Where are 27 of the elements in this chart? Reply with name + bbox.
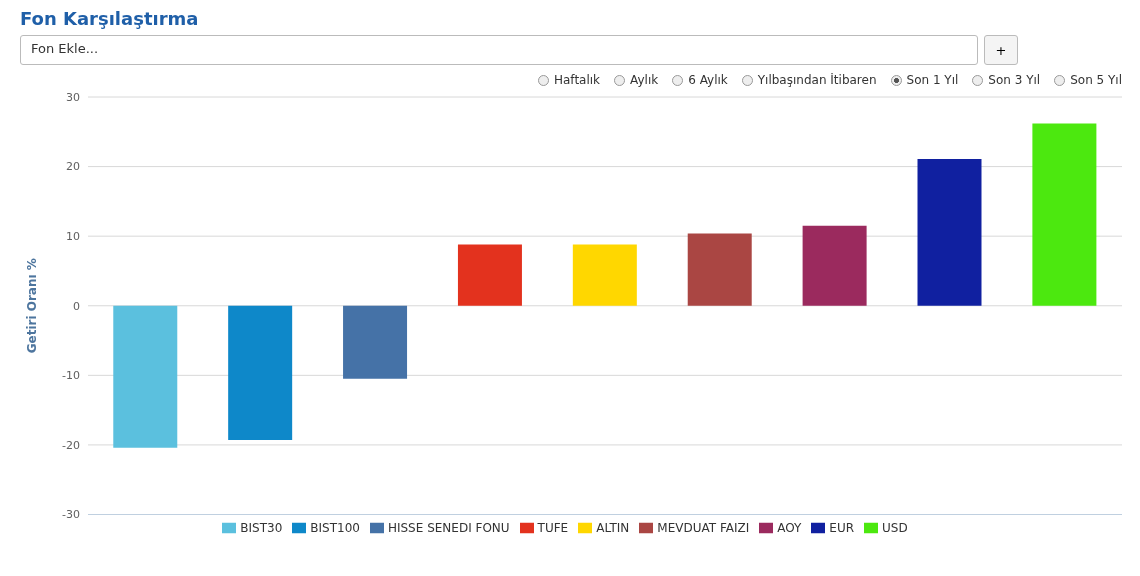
chart-title: Fon Karşılaştırma: [20, 8, 200, 29]
text: Son 5 Yıl: [1070, 73, 1122, 87]
y-tick-label: 0: [73, 299, 80, 313]
y-tick-label: -10: [62, 369, 80, 383]
y-tick-label: 30: [66, 90, 80, 104]
legend-label: EUR: [829, 520, 855, 535]
legend-label: ALTIN: [596, 520, 630, 535]
y-tick-label: -30: [62, 508, 80, 522]
text: Aylık: [630, 73, 659, 87]
text: Son 1 Yıl: [906, 73, 959, 87]
y-tick-label: 20: [66, 160, 80, 174]
legend-label: TUFE: [537, 520, 569, 535]
y-tick-label: -20: [62, 438, 80, 452]
legend-label: USD: [882, 520, 908, 535]
y-axis-title: Getiri Oranı %: [25, 258, 40, 354]
legend-label: AOY: [777, 520, 802, 535]
legend-label: BIST100: [310, 520, 360, 535]
legend-label: HISSE SENEDI FONU: [387, 520, 510, 535]
legend-label: BIST30: [240, 520, 283, 535]
text: 6 Aylık: [688, 73, 728, 87]
text: Haftalık: [553, 73, 601, 87]
text: Yılbaşından İtibaren: [757, 73, 877, 87]
legend-label: MEVDUAT FAIZI: [657, 520, 750, 535]
y-tick-label: 10: [66, 230, 80, 244]
add-button: +: [984, 35, 1018, 65]
text-field: Fon Ekle...: [20, 35, 978, 65]
text: Son 3 Yıl: [988, 73, 1041, 87]
